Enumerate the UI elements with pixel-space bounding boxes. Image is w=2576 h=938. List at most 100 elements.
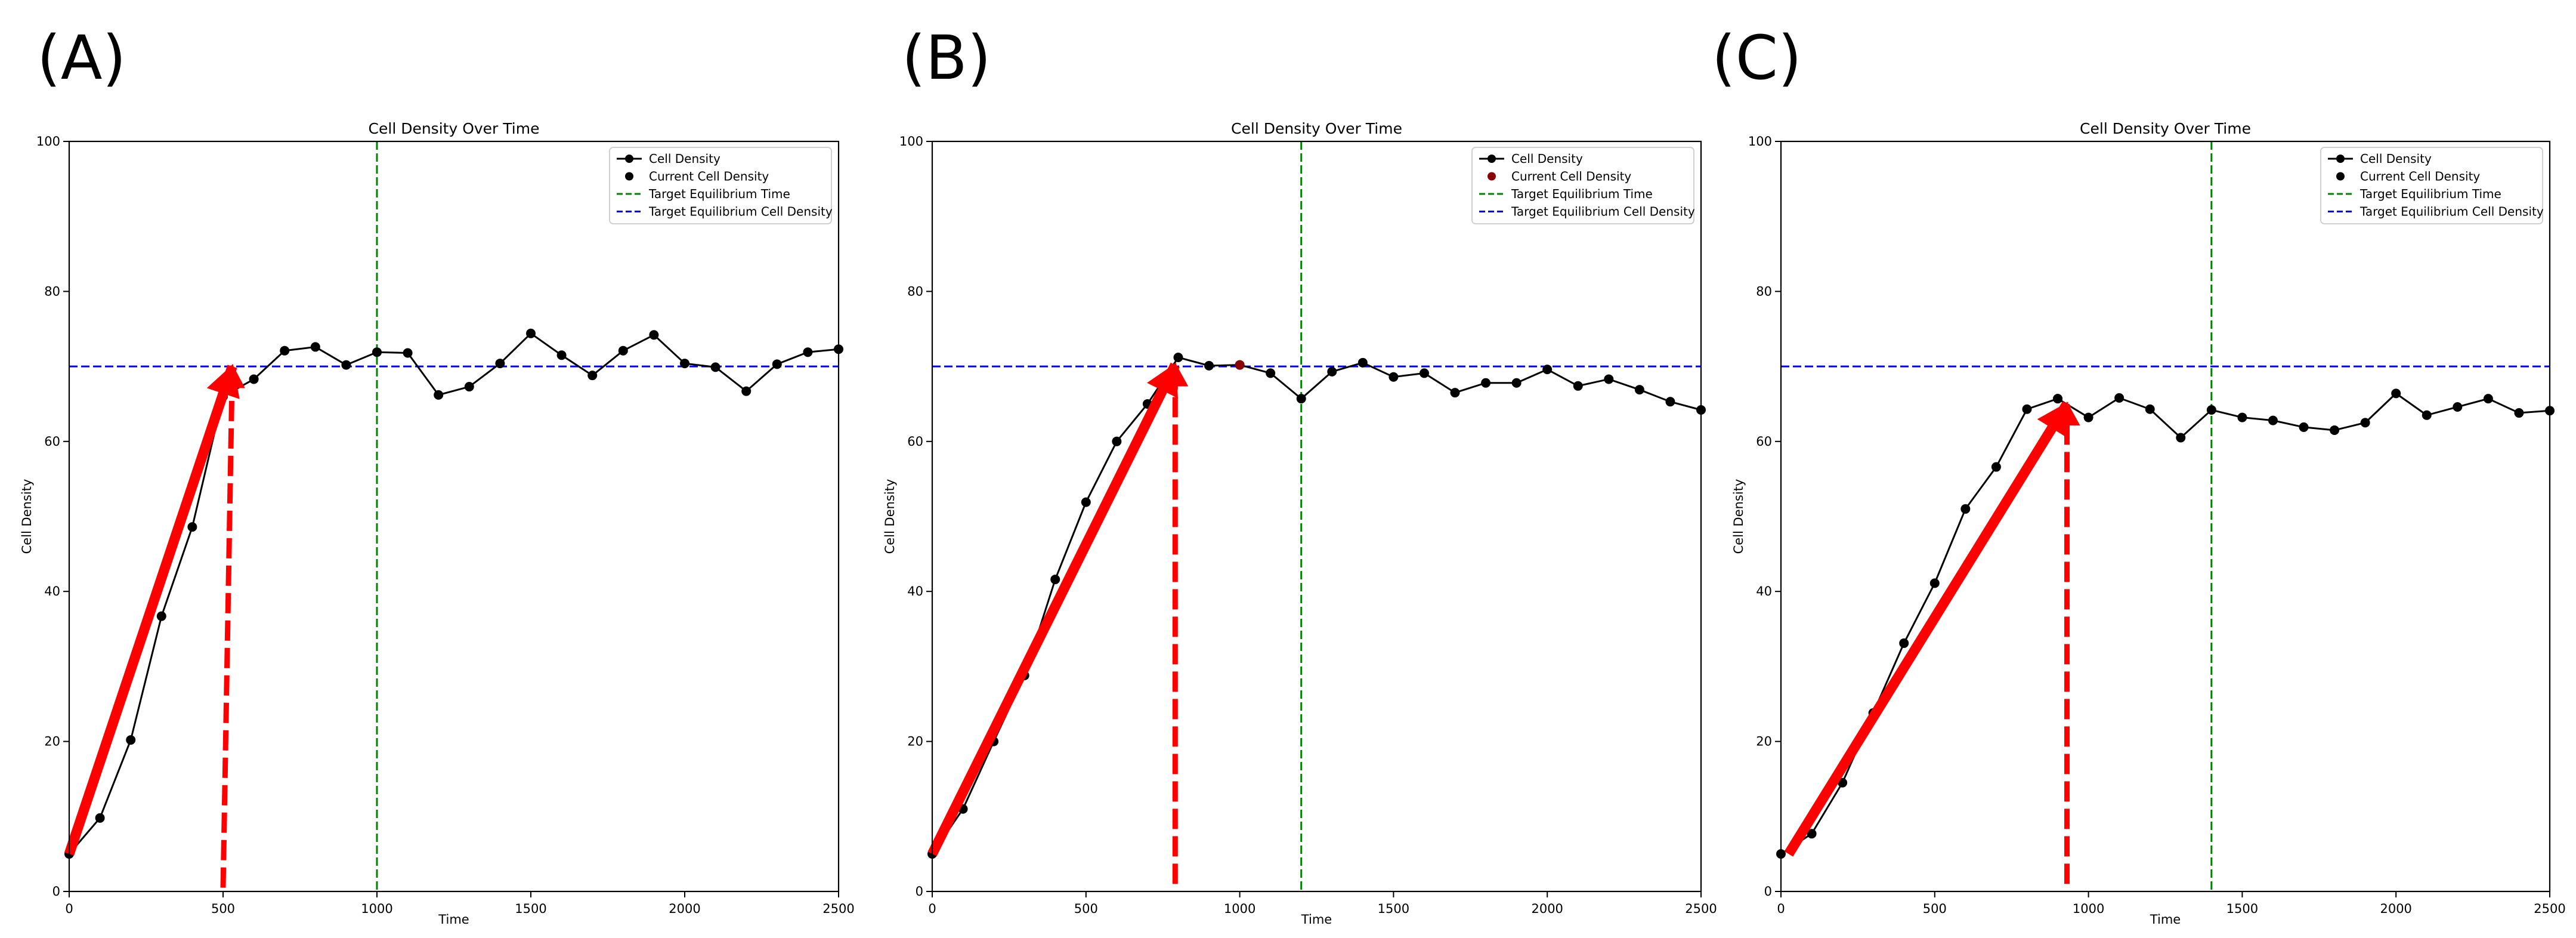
data-point [1511,378,1522,388]
legend-box [2320,147,2543,224]
data-point [526,328,536,338]
data-point [2360,418,2370,428]
data-point [2206,405,2216,415]
y-tick-label: 40 [907,584,923,598]
data-point [1112,436,1122,446]
legend-handle-marker [1488,172,1496,181]
data-point [434,390,444,400]
data-point [1296,394,1306,404]
data-point [1960,504,1971,514]
data-point [1573,381,1583,391]
legend-label: Current Cell Density [2360,169,2480,184]
data-point [803,347,813,357]
x-tick-label: 500 [1074,902,1098,916]
data-point [1419,368,1429,378]
data-point [156,611,166,621]
data-point [1481,378,1491,388]
chart-title: Cell Density Over Time [2080,120,2251,137]
y-axis-label: Cell Density [20,479,34,554]
legend-label: Target Equilibrium Time [1511,187,1653,201]
data-point [1991,462,2001,472]
data-point [372,347,382,357]
legend-label: Target Equilibrium Cell Density [648,205,833,219]
x-tick-label: 0 [928,902,936,916]
x-tick-label: 1500 [2226,902,2258,916]
data-point [1899,638,1909,648]
y-tick-label: 60 [44,434,60,449]
legend-label: Cell Density [649,152,720,166]
data-point [680,359,689,369]
legend-handle-marker [625,155,633,163]
panel-label: (B) [902,23,991,94]
legend-label: Target Equilibrium Time [648,187,790,201]
data-point [1450,388,1460,398]
plot-frame [1780,140,2551,893]
current-point [2053,394,2063,404]
x-tick-label: 2500 [822,902,854,916]
x-axis-label: Time [1301,912,1332,927]
chart-title: Cell Density Over Time [1231,120,1402,137]
y-tick-label: 20 [1756,735,1772,749]
data-point [2022,404,2032,414]
data-point [2483,394,2493,404]
data-point [1665,397,1675,407]
data-point [1634,385,1644,395]
series-line [931,356,1702,854]
data-point [587,371,598,381]
x-tick-label: 1500 [1378,902,1409,916]
legend-label: Target Equilibrium Time [2359,187,2501,201]
y-tick-label: 80 [907,284,923,298]
data-point [1542,365,1553,375]
x-tick-label: 0 [65,902,73,916]
y-tick-label: 80 [44,284,60,298]
panel-label: (C) [1712,23,1802,94]
legend-handle-marker [1488,155,1496,163]
y-tick-label: 60 [1756,434,1772,449]
y-tick-label: 0 [1764,884,1772,899]
series-line [68,332,839,855]
data-point [710,362,720,372]
y-tick-label: 0 [52,884,60,899]
y-tick-label: 100 [1748,134,1772,149]
data-point [2299,422,2309,432]
chart-title: Cell Density Over Time [369,120,540,137]
legend-handle-marker [2336,155,2345,163]
legend-box [1471,147,1694,224]
data-point [1807,829,1817,839]
x-tick-label: 1000 [361,902,392,916]
data-point [2422,410,2432,420]
data-point [95,813,105,823]
data-point [2083,412,2093,422]
data-point [2391,388,2401,399]
annotation-arrow [1784,401,2071,857]
legend-label: Target Equilibrium Cell Density [2359,205,2544,219]
data-point [2514,408,2524,418]
data-point [249,374,259,384]
annotation-arrow [64,364,240,856]
x-tick-label: 2000 [1531,902,1563,916]
y-tick-label: 80 [1756,284,1772,298]
legend-handle-marker [2336,172,2345,181]
data-point [2237,412,2247,422]
annotation-arrow [927,362,1180,856]
x-axis-label: Time [438,912,469,927]
legend: Cell Density Current Cell Density Target E… [609,147,833,224]
data-point [2330,425,2340,435]
legend-box [609,147,832,224]
x-tick-label: 2000 [669,902,700,916]
legend: Cell Density Current Cell Density Target E… [1471,147,1695,224]
y-tick-label: 60 [907,434,923,449]
legend: Cell Density Current Cell Density Target E… [2320,147,2544,224]
data-point [649,330,659,340]
data-point [1357,357,1368,368]
legend-label: Cell Density [1511,152,1583,166]
data-point [495,359,505,369]
y-tick-label: 40 [1756,584,1772,598]
legend-label: Current Cell Density [1511,169,1631,184]
y-tick-label: 20 [44,735,60,749]
x-tick-label: 500 [1923,902,1947,916]
data-point [126,735,136,745]
data-point [2176,433,2186,443]
